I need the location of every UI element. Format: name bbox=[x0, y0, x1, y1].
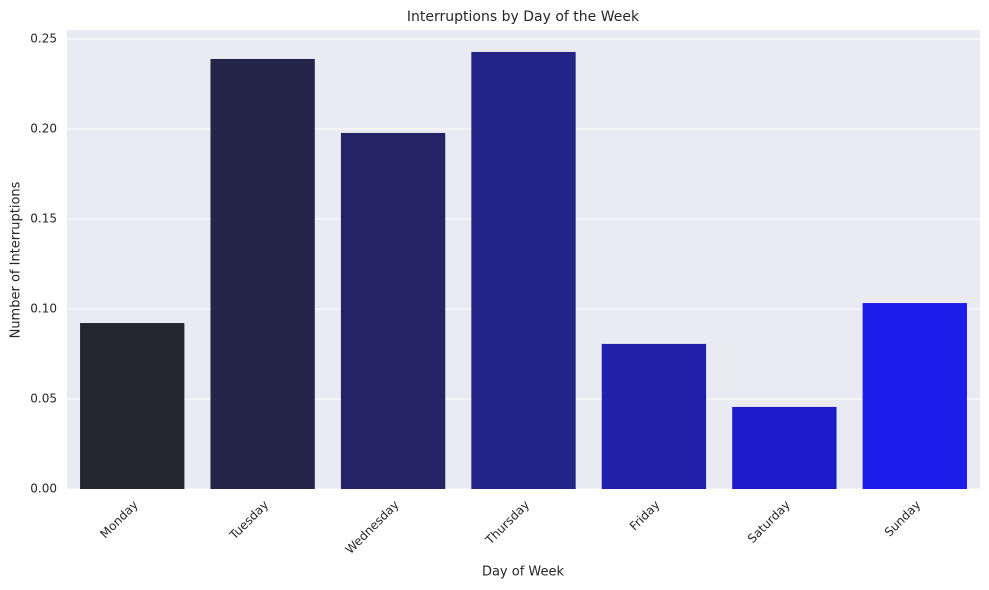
bar bbox=[732, 406, 837, 489]
x-tick-label: Monday bbox=[97, 498, 140, 541]
bar bbox=[601, 343, 707, 489]
x-tick-label: Wednesday bbox=[343, 498, 402, 557]
y-tick-label: 0.20 bbox=[30, 122, 57, 136]
y-tick-label: 0.05 bbox=[30, 392, 57, 406]
x-tick-label: Thursday bbox=[482, 498, 532, 548]
y-tick-label: 0.25 bbox=[30, 32, 57, 46]
bar bbox=[471, 51, 576, 490]
x-tick-label: Tuesday bbox=[226, 498, 271, 543]
y-tick-label: 0.10 bbox=[30, 302, 57, 316]
x-tick-label: Sunday bbox=[882, 498, 924, 540]
x-tick-label: Friday bbox=[627, 498, 663, 534]
x-axis-label: Day of Week bbox=[482, 565, 565, 580]
y-axis-label: Number of Interruptions bbox=[9, 181, 24, 338]
bar bbox=[210, 58, 315, 489]
y-tick-label: 0.00 bbox=[30, 482, 57, 496]
x-tick-label: Saturday bbox=[745, 498, 793, 546]
bar bbox=[80, 323, 185, 489]
chart-title: Interruptions by Day of the Week bbox=[407, 9, 640, 25]
bar bbox=[340, 132, 446, 489]
bar bbox=[862, 303, 967, 489]
y-tick-label: 0.15 bbox=[30, 212, 57, 226]
